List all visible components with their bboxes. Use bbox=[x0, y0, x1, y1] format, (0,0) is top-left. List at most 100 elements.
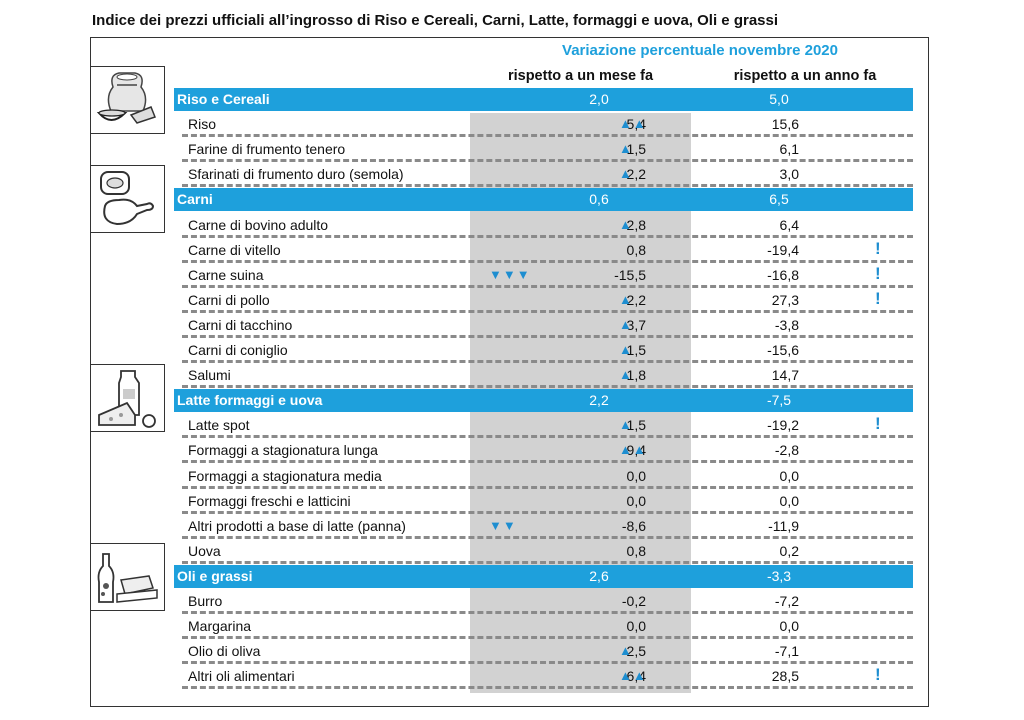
row-divider bbox=[182, 485, 913, 489]
category-bar bbox=[174, 564, 913, 588]
year-change-value: 5,0 bbox=[769, 91, 789, 107]
year-change-value: 6,1 bbox=[779, 141, 799, 158]
table-row: Latte spot 1,5 -19,2 ▲! bbox=[174, 414, 913, 439]
month-change-value: 1,5 bbox=[626, 417, 646, 434]
table-row: Farine di frumento tenero 1,5 6,1 ▲ bbox=[174, 138, 913, 163]
year-change-value: 27,3 bbox=[771, 291, 799, 308]
month-change-value: 5,4 bbox=[626, 116, 646, 133]
month-change-value: 0,0 bbox=[626, 467, 646, 484]
row-divider bbox=[182, 159, 913, 163]
up-arrow-icon: ▲ bbox=[619, 141, 633, 157]
month-change-value: -15,5 bbox=[614, 266, 646, 283]
month-change-value: 2,5 bbox=[626, 643, 646, 660]
month-change-value: 2,6 bbox=[589, 567, 609, 584]
category-row: Latte formaggi e uova 2,2 -7,5 bbox=[174, 389, 913, 413]
row-divider bbox=[182, 385, 913, 389]
alert-icon: ! bbox=[875, 238, 881, 258]
month-change-value: -8,6 bbox=[621, 517, 646, 534]
month-change-value: 2,0 bbox=[589, 91, 609, 107]
table-row: Carni di pollo 2,2 27,3 ▲! bbox=[174, 289, 913, 313]
row-label: Margarina bbox=[188, 618, 252, 635]
year-change-value: -19,4 bbox=[767, 241, 799, 258]
month-change-value: 0,0 bbox=[626, 492, 646, 509]
table-row: Altri prodotti a base di latte (panna) -8… bbox=[174, 515, 913, 539]
year-change-value: 6,4 bbox=[779, 216, 799, 233]
alert-icon: ! bbox=[875, 665, 881, 685]
up-arrow-icon: ▲ bbox=[619, 166, 633, 182]
row-divider bbox=[182, 284, 913, 288]
row-label: Latte spot bbox=[188, 417, 250, 434]
row-label: Formaggi a stagionatura media bbox=[188, 467, 382, 484]
month-change-value: 9,4 bbox=[626, 442, 646, 459]
header-month: rispetto a un mese fa bbox=[507, 68, 654, 84]
month-change-value: 0,0 bbox=[626, 618, 646, 635]
table-row: Carni di coniglio 1,5 -15,6 ▲ bbox=[174, 339, 913, 363]
row-divider bbox=[182, 259, 913, 263]
up-arrow-icon: ▲ bbox=[619, 291, 633, 307]
up-arrow-icon: ▲ bbox=[619, 367, 633, 383]
up-arrow-icon: ▲ bbox=[619, 316, 633, 332]
row-label: Altri prodotti a base di latte (panna) bbox=[188, 517, 406, 534]
table-row: Burro -0,2 -7,2 bbox=[174, 590, 913, 614]
row-label: Formaggi freschi e latticini bbox=[188, 492, 351, 509]
row-label: Uova bbox=[188, 542, 221, 559]
month-change-value: 2,2 bbox=[626, 166, 646, 183]
grain-bag-icon bbox=[90, 66, 165, 134]
year-change-value: 15,6 bbox=[771, 116, 799, 133]
down-arrow-icon: ▼▼ bbox=[489, 517, 517, 533]
row-label: Burro bbox=[188, 593, 223, 609]
row-divider bbox=[182, 636, 913, 640]
year-change-value: 28,5 bbox=[771, 668, 799, 685]
table-row: Sfarinati di frumento duro (semola) 2,2 3,… bbox=[174, 163, 913, 188]
row-label: Carni di coniglio bbox=[188, 342, 288, 358]
row-divider bbox=[182, 134, 913, 138]
year-change-value: 0,0 bbox=[779, 467, 799, 484]
row-label: Salumi bbox=[188, 367, 231, 384]
row-label: Altri oli alimentari bbox=[188, 668, 295, 685]
table-row: Carne di vitello 0,8 -19,4! bbox=[174, 239, 913, 263]
year-change-value: 14,7 bbox=[771, 367, 799, 384]
year-change-value: 3,0 bbox=[779, 166, 799, 183]
row-divider bbox=[182, 360, 913, 363]
up-arrow-icon: ▲ bbox=[619, 643, 633, 659]
alert-icon: ! bbox=[875, 263, 881, 283]
month-change-value: 2,2 bbox=[626, 291, 646, 308]
meat-icon bbox=[90, 165, 165, 233]
row-label: Latte formaggi e uova bbox=[177, 392, 323, 409]
table-row: Formaggi a stagionatura media 0,0 0,0 bbox=[174, 465, 913, 489]
row-divider bbox=[182, 435, 913, 439]
year-change-value: -7,2 bbox=[774, 593, 799, 609]
category-row: Riso e Cereali 2,0 5,0 bbox=[174, 88, 913, 111]
up-arrow-icon: ▲▲ bbox=[619, 668, 647, 684]
month-change-value: 1,5 bbox=[626, 342, 646, 358]
year-change-value: -3,3 bbox=[766, 567, 792, 584]
row-label: Carne di bovino adulto bbox=[188, 216, 329, 233]
year-change-value: -2,8 bbox=[774, 442, 799, 459]
table-row: Salumi 1,8 14,7 ▲ bbox=[174, 364, 913, 389]
row-label: Carni di tacchino bbox=[188, 316, 293, 333]
row-label: Formaggi a stagionatura lunga bbox=[188, 442, 378, 459]
table-row: Margarina 0,0 0,0 bbox=[174, 615, 913, 640]
table-row: Carne suina -15,5 -16,8 ▼▼▼! bbox=[174, 264, 913, 288]
row-divider bbox=[182, 510, 913, 514]
table-row: Altri oli alimentari 6,4 28,5 ▲▲! bbox=[174, 665, 913, 690]
row-label: Carni di pollo bbox=[188, 291, 270, 308]
oil-butter-icon bbox=[90, 543, 165, 611]
month-change-value: -0,2 bbox=[621, 593, 646, 609]
month-change-value: 1,8 bbox=[626, 367, 646, 384]
alert-icon: ! bbox=[875, 288, 881, 308]
up-arrow-icon: ▲ bbox=[619, 342, 633, 357]
year-change-value: -11,9 bbox=[768, 517, 799, 534]
row-divider bbox=[182, 460, 913, 464]
table-row: Olio di oliva 2,5 -7,1 ▲ bbox=[174, 640, 913, 665]
year-change-value: 0,2 bbox=[779, 542, 799, 559]
row-label: Oli e grassi bbox=[177, 567, 253, 584]
header-year: rispetto a un anno fa bbox=[733, 68, 877, 84]
row-divider bbox=[182, 686, 913, 690]
month-change-value: 1,5 bbox=[626, 141, 646, 158]
up-arrow-icon: ▲ bbox=[619, 216, 633, 232]
month-change-value: 0,6 bbox=[589, 191, 609, 208]
row-divider bbox=[182, 309, 913, 313]
year-change-value: 0,0 bbox=[779, 618, 799, 635]
